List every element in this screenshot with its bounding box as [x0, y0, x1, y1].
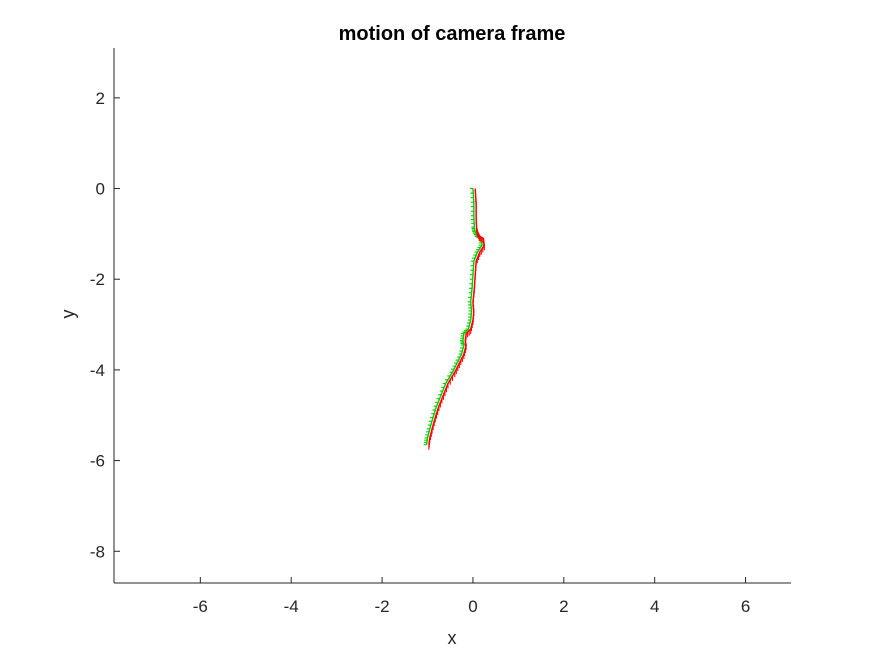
plot-area [423, 188, 486, 450]
y-tick-label: -2 [90, 270, 105, 289]
x-tick-label: -2 [375, 597, 390, 616]
x-tick-label: 6 [741, 597, 750, 616]
x-tick-label: 4 [650, 597, 659, 616]
plot-axes: -6 -4 -2 0 2 4 6 2 0 -2 -4 -6 -8 [90, 48, 791, 616]
x-axis-label: x [448, 628, 457, 648]
y-tick-label: 2 [96, 89, 105, 108]
x-tick-label: 2 [559, 597, 568, 616]
y-tick-label: 0 [96, 180, 105, 199]
y-axis-label: y [58, 310, 78, 319]
y-tick-label: -4 [90, 361, 105, 380]
x-tick-label: -6 [193, 597, 208, 616]
y-tick-label: -6 [90, 452, 105, 471]
y-tick-label: -8 [90, 542, 105, 561]
chart-title: motion of camera frame [339, 23, 566, 45]
x-tick-label: 0 [468, 597, 477, 616]
x-tick-label: -4 [284, 597, 299, 616]
